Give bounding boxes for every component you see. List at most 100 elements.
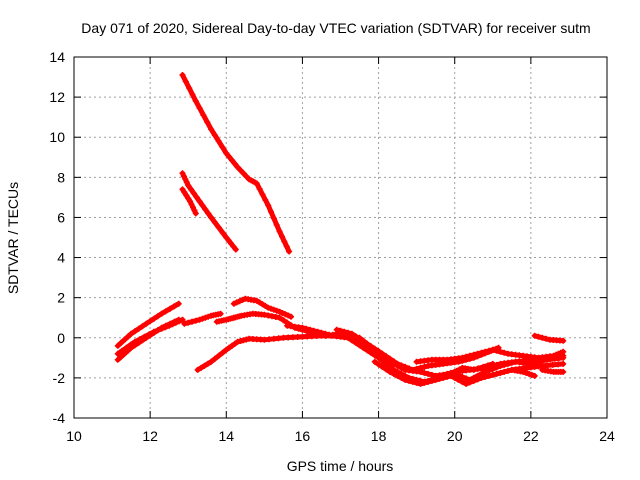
data-series-track-14 (371, 358, 567, 387)
data-point (478, 374, 485, 381)
x-tick-label: 10 (66, 428, 82, 444)
data-point (151, 315, 157, 322)
data-point (158, 325, 165, 332)
y-tick-label: 4 (57, 250, 65, 266)
y-tick-label: 0 (57, 330, 65, 346)
data-point (543, 335, 550, 342)
data-point (560, 360, 567, 367)
data-point (470, 351, 477, 358)
data-point (166, 322, 173, 329)
data-point (208, 358, 215, 365)
data-point (119, 347, 126, 354)
data-point (489, 362, 496, 369)
data-point (215, 224, 222, 231)
data-point (451, 374, 458, 381)
data-point (364, 347, 371, 354)
data-point (154, 313, 161, 320)
data-point (114, 356, 121, 363)
data-point (417, 380, 424, 387)
data-point (333, 326, 340, 333)
data-point (375, 354, 382, 361)
data-point (482, 373, 489, 380)
data-point (493, 370, 500, 377)
data-point (470, 377, 477, 384)
data-point (182, 78, 189, 85)
data-point (196, 198, 203, 205)
x-tick-label: 12 (142, 428, 158, 444)
data-point (421, 369, 428, 376)
data-point (394, 360, 401, 367)
data-point (489, 371, 496, 378)
data-point (261, 311, 268, 318)
data-point (486, 363, 492, 370)
data-series-track-2 (179, 170, 239, 253)
data-point (232, 246, 239, 253)
data-point (131, 338, 138, 345)
y-axis-label: SDTVAR / TECUs (5, 182, 21, 294)
data-series-track-7 (181, 310, 224, 327)
data-point (413, 379, 420, 386)
data-point (269, 313, 275, 320)
data-point (501, 349, 508, 356)
x-axis-label: GPS time / hours (287, 458, 394, 474)
data-point (121, 336, 128, 343)
data-point (360, 344, 367, 351)
data-point (198, 364, 205, 371)
data-point (501, 368, 508, 375)
data-point (192, 98, 199, 105)
data-point (459, 378, 466, 385)
x-tick-label: 16 (295, 428, 311, 444)
data-point (234, 164, 241, 171)
data-point (474, 350, 481, 357)
data-point (436, 372, 443, 379)
data-series-track-8 (230, 295, 294, 320)
data-point (356, 342, 363, 349)
data-point (398, 374, 405, 381)
data-point (360, 338, 367, 345)
data-point (368, 343, 374, 350)
data-point (273, 222, 280, 228)
data-series-track-4 (114, 300, 182, 349)
data-point (136, 336, 143, 343)
data-point (240, 337, 247, 344)
data-point (371, 358, 378, 365)
y-tick-label: 12 (49, 89, 65, 105)
data-point (219, 229, 226, 236)
data-point (486, 347, 492, 354)
y-tick-label: 8 (57, 169, 65, 185)
data-point (549, 361, 556, 368)
x-tick-label: 24 (599, 428, 615, 444)
data-point (299, 324, 306, 331)
data-point (150, 328, 157, 335)
x-tick-label: 14 (218, 428, 234, 444)
data-point (279, 233, 285, 240)
data-point (531, 372, 538, 379)
data-point (409, 366, 416, 373)
x-tick-label: 22 (523, 428, 539, 444)
data-point (520, 368, 527, 375)
data-series-track-3 (179, 186, 199, 217)
data-point (466, 379, 473, 386)
data-series-track-18 (531, 332, 567, 344)
data-point (310, 327, 317, 334)
data-point (196, 316, 203, 323)
data-point (253, 180, 260, 187)
data-point (162, 308, 169, 315)
x-tick-label: 20 (447, 428, 463, 444)
data-point (176, 318, 183, 325)
data-point (379, 350, 386, 357)
data-point (352, 333, 359, 340)
data-point (128, 330, 135, 337)
data-point (139, 323, 146, 330)
data-point (375, 361, 382, 368)
data-point (489, 346, 496, 353)
data-point (345, 329, 352, 336)
data-point (114, 342, 121, 349)
data-point (194, 366, 201, 373)
data-series-track-1 (179, 72, 293, 255)
y-tick-label: 2 (57, 290, 65, 306)
data-point (114, 350, 121, 357)
data-point (135, 325, 142, 332)
